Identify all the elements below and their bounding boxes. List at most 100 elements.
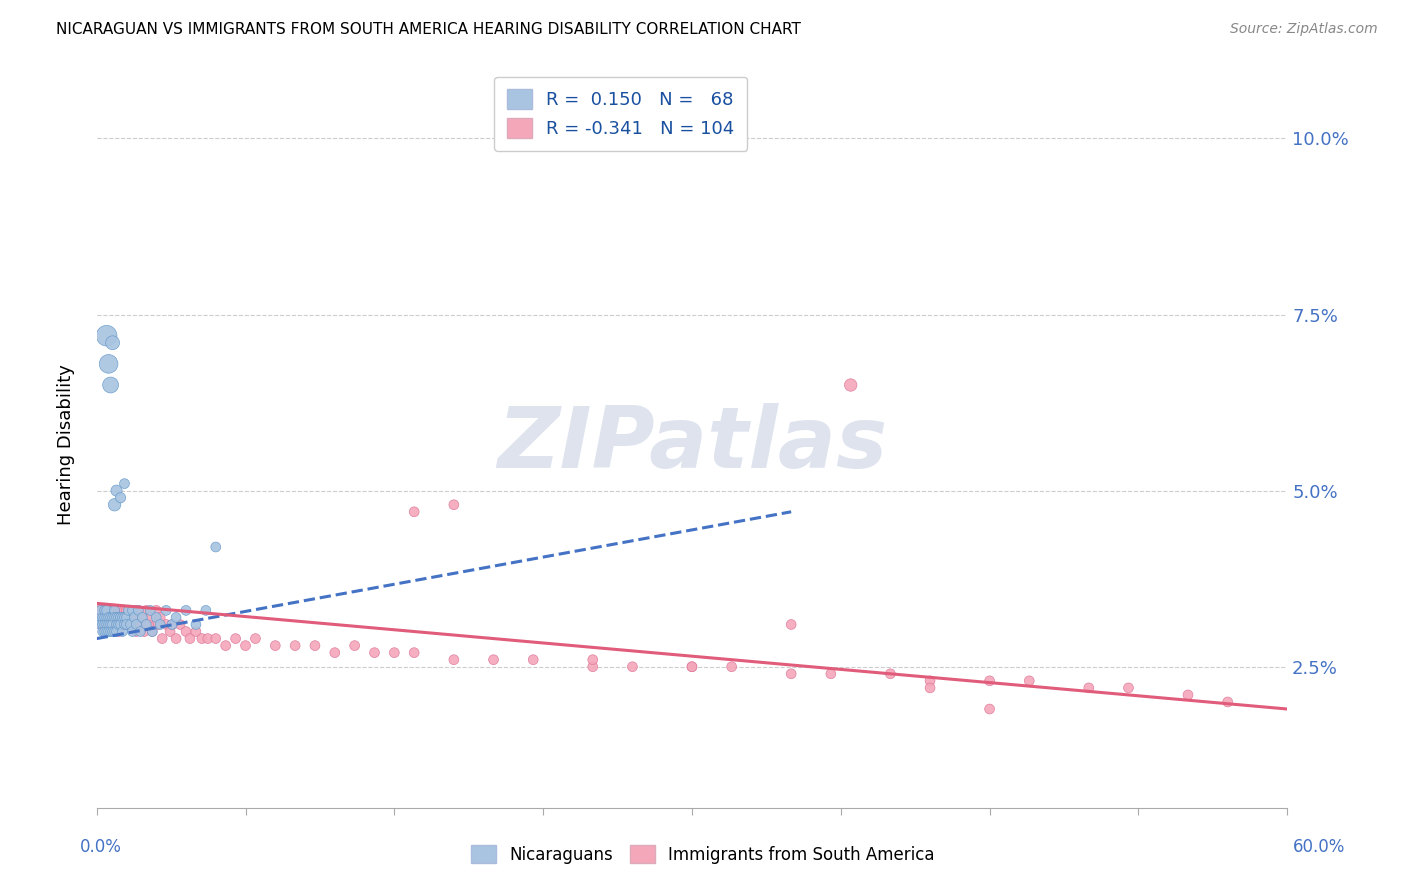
Point bbox=[97, 617, 120, 632]
Point bbox=[105, 617, 128, 632]
Point bbox=[404, 646, 426, 660]
Point bbox=[191, 632, 214, 646]
Text: NICARAGUAN VS IMMIGRANTS FROM SOUTH AMERICA HEARING DISABILITY CORRELATION CHART: NICARAGUAN VS IMMIGRANTS FROM SOUTH AMER… bbox=[56, 22, 801, 37]
Point bbox=[197, 632, 219, 646]
Point bbox=[149, 617, 172, 632]
Point bbox=[121, 617, 143, 632]
Point bbox=[107, 610, 129, 624]
Point bbox=[879, 666, 901, 681]
Point bbox=[114, 476, 136, 491]
Point bbox=[621, 659, 644, 673]
Point bbox=[1077, 681, 1099, 695]
Point bbox=[114, 617, 136, 632]
Point bbox=[135, 617, 157, 632]
Point bbox=[780, 666, 803, 681]
Point bbox=[245, 632, 267, 646]
Point bbox=[120, 610, 142, 624]
Point bbox=[117, 603, 139, 617]
Point bbox=[127, 603, 149, 617]
Point bbox=[107, 617, 129, 632]
Point bbox=[96, 610, 118, 624]
Point bbox=[136, 617, 159, 632]
Point bbox=[204, 540, 226, 554]
Point bbox=[145, 610, 167, 624]
Point bbox=[681, 659, 703, 673]
Point bbox=[404, 505, 426, 519]
Point bbox=[93, 617, 115, 632]
Point bbox=[780, 617, 803, 632]
Point bbox=[215, 639, 238, 653]
Point bbox=[141, 624, 163, 639]
Point bbox=[111, 610, 134, 624]
Point bbox=[103, 610, 125, 624]
Point bbox=[165, 610, 187, 624]
Point bbox=[114, 610, 136, 624]
Point bbox=[165, 632, 187, 646]
Point bbox=[97, 610, 120, 624]
Point bbox=[110, 617, 132, 632]
Point bbox=[979, 673, 1001, 688]
Point bbox=[93, 617, 115, 632]
Point bbox=[105, 603, 128, 617]
Point bbox=[111, 603, 134, 617]
Point bbox=[91, 617, 114, 632]
Point bbox=[150, 632, 173, 646]
Point bbox=[101, 624, 124, 639]
Point bbox=[91, 603, 114, 617]
Point bbox=[90, 603, 112, 617]
Point bbox=[131, 610, 153, 624]
Point bbox=[91, 610, 114, 624]
Point bbox=[304, 639, 326, 653]
Point bbox=[149, 610, 172, 624]
Point bbox=[105, 610, 128, 624]
Point bbox=[105, 617, 128, 632]
Point bbox=[117, 617, 139, 632]
Point bbox=[96, 617, 118, 632]
Text: 0.0%: 0.0% bbox=[80, 838, 122, 856]
Point bbox=[1118, 681, 1140, 695]
Point bbox=[443, 498, 465, 512]
Point bbox=[1177, 688, 1199, 702]
Point bbox=[839, 378, 862, 392]
Point bbox=[101, 617, 124, 632]
Point bbox=[117, 603, 139, 617]
Point bbox=[131, 610, 153, 624]
Legend: R =  0.150   N =   68, R = -0.341   N = 104: R = 0.150 N = 68, R = -0.341 N = 104 bbox=[494, 77, 747, 151]
Point bbox=[139, 603, 162, 617]
Point bbox=[129, 617, 152, 632]
Point bbox=[121, 603, 143, 617]
Point bbox=[90, 617, 112, 632]
Point bbox=[174, 603, 197, 617]
Point bbox=[582, 659, 605, 673]
Point bbox=[115, 603, 138, 617]
Point bbox=[105, 610, 128, 624]
Point bbox=[105, 624, 128, 639]
Point bbox=[96, 603, 118, 617]
Point bbox=[93, 610, 115, 624]
Point bbox=[125, 617, 148, 632]
Point bbox=[96, 624, 118, 639]
Point bbox=[96, 617, 118, 632]
Point bbox=[155, 603, 177, 617]
Point bbox=[121, 603, 143, 617]
Point bbox=[97, 610, 120, 624]
Point bbox=[103, 498, 125, 512]
Point bbox=[148, 617, 170, 632]
Point bbox=[93, 610, 115, 624]
Point bbox=[125, 624, 148, 639]
Point bbox=[139, 610, 162, 624]
Point bbox=[100, 617, 122, 632]
Point bbox=[101, 610, 124, 624]
Point bbox=[100, 617, 122, 632]
Point bbox=[120, 617, 142, 632]
Point bbox=[323, 646, 346, 660]
Point bbox=[114, 603, 136, 617]
Point bbox=[107, 603, 129, 617]
Point bbox=[160, 617, 183, 632]
Point bbox=[204, 632, 226, 646]
Point bbox=[160, 617, 183, 632]
Point bbox=[101, 335, 124, 350]
Point bbox=[1018, 673, 1040, 688]
Point bbox=[100, 610, 122, 624]
Point bbox=[343, 639, 366, 653]
